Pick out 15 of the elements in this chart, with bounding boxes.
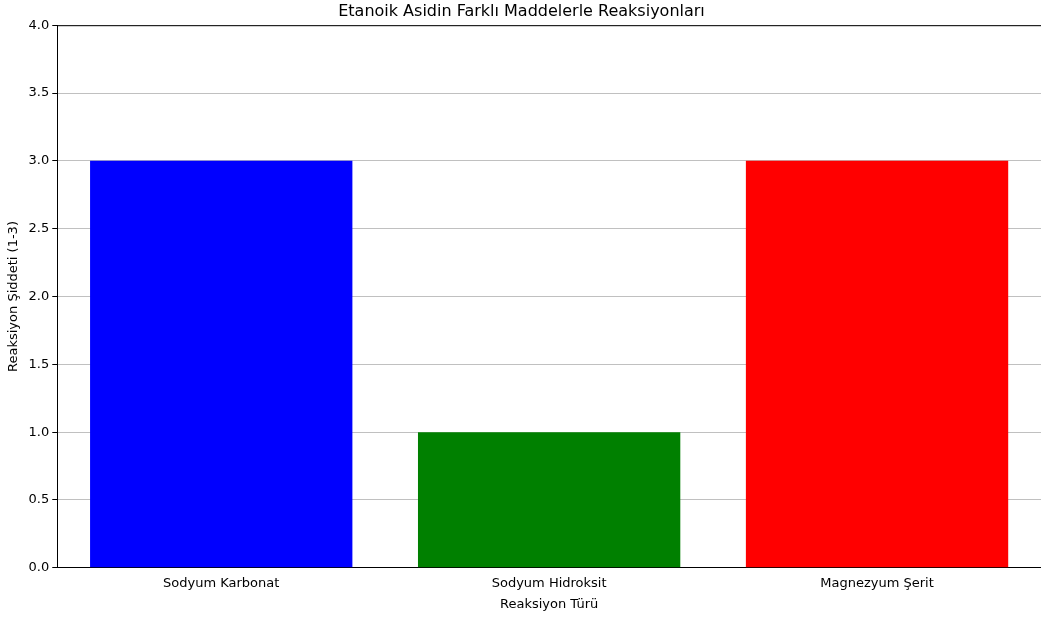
x-tick-label: Magnezyum Şerit [820, 574, 934, 590]
chart-title: Etanoik Asidin Farklı Maddelerle Reaksiyonları [338, 0, 705, 20]
x-tick-label: Sodyum Karbonat [163, 574, 280, 590]
y-tick-label: 3.5 [28, 84, 50, 100]
y-tick-label: 4.0 [28, 16, 50, 32]
y-tick-label: 2.5 [28, 220, 50, 236]
y-tick-label: 3.0 [28, 152, 50, 168]
y-tick-label: 0.5 [28, 491, 50, 507]
y-tick-label: 1.5 [28, 355, 50, 371]
y-axis-title: Reaksiyon Şiddeti (1-3) [5, 221, 21, 372]
y-tick-label: 2.0 [28, 287, 50, 303]
x-axis-title: Reaksiyon Türü [499, 595, 599, 611]
x-tick-label: Sodyum Hidroksit [491, 574, 607, 590]
y-tick-label: 1.0 [28, 423, 50, 439]
y-tick-label: 0.0 [28, 559, 50, 575]
